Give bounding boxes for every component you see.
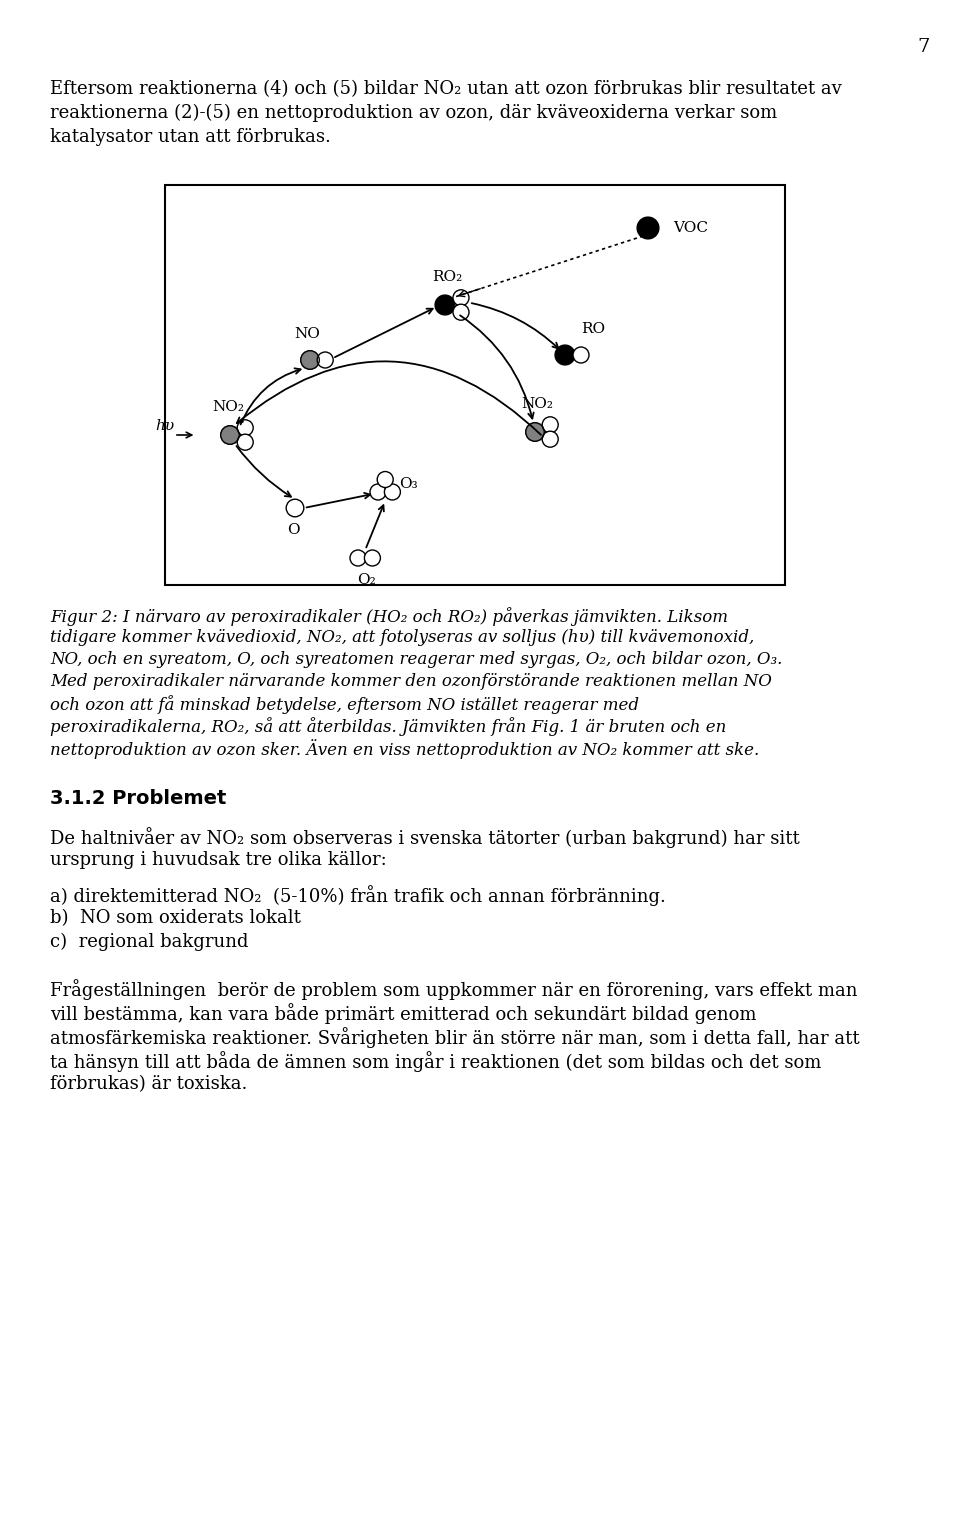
Circle shape [542,416,558,433]
Text: O: O [287,523,300,537]
Circle shape [365,551,380,566]
Text: Figur 2: I närvaro av peroxiradikaler (HO₂ och RO₂) påverkas jämvikten. Liksom: Figur 2: I närvaro av peroxiradikaler (H… [50,607,728,626]
Text: RO₂: RO₂ [432,269,462,284]
Circle shape [237,434,253,451]
Circle shape [435,295,455,315]
Text: O₃: O₃ [398,477,418,492]
Circle shape [300,351,320,369]
Text: NO: NO [294,327,320,340]
Text: Frågeställningen  berör de problem som uppkommer när en förorening, vars effekt : Frågeställningen berör de problem som up… [50,979,857,1000]
Circle shape [221,425,239,445]
Circle shape [350,551,366,566]
Circle shape [637,218,659,239]
Text: O₂: O₂ [356,573,375,587]
Circle shape [384,484,400,499]
Text: ta hänsyn till att båda de ämnen som ingår i reaktionen (det som bildas och det : ta hänsyn till att båda de ämnen som ing… [50,1052,822,1071]
Text: och ozon att få minskad betydelse, eftersom NO istället reagerar med: och ozon att få minskad betydelse, efter… [50,694,639,714]
Circle shape [453,290,469,306]
Text: a) direktemitterad NO₂  (5-10%) från trafik och annan förbränning.: a) direktemitterad NO₂ (5-10%) från traf… [50,885,666,906]
Text: reaktionerna (2)-(5) en nettoproduktion av ozon, där kväveoxiderna verkar som: reaktionerna (2)-(5) en nettoproduktion … [50,104,778,123]
Text: atmosfärkemiska reaktioner. Svårigheten blir än större när man, som i detta fall: atmosfärkemiska reaktioner. Svårigheten … [50,1027,859,1049]
Text: NO₂: NO₂ [212,399,244,415]
Text: c)  regional bakgrund: c) regional bakgrund [50,934,249,952]
Text: tidigare kommer kvävedioxid, NO₂, att fotolyseras av solljus (hυ) till kvävemono: tidigare kommer kvävedioxid, NO₂, att fo… [50,629,755,646]
Circle shape [526,422,544,442]
Circle shape [377,472,394,487]
Text: vill bestämma, kan vara både primärt emitterad och sekundärt bildad genom: vill bestämma, kan vara både primärt emi… [50,1003,756,1024]
Text: ursprung i huvudsak tre olika källor:: ursprung i huvudsak tre olika källor: [50,850,387,868]
Circle shape [317,353,333,368]
Text: hυ: hυ [155,419,174,433]
Text: NO₂: NO₂ [521,396,553,412]
Circle shape [237,419,253,436]
Text: RO: RO [581,322,605,336]
Circle shape [542,431,558,448]
Circle shape [286,499,303,517]
Text: nettoproduktion av ozon sker. Även en viss nettoproduktion av NO₂ kommer att ske: nettoproduktion av ozon sker. Även en vi… [50,738,759,760]
Circle shape [453,304,469,321]
Text: VOC: VOC [673,221,708,235]
Text: Med peroxiradikaler närvarande kommer den ozonförstörande reaktionen mellan NO: Med peroxiradikaler närvarande kommer de… [50,673,772,690]
Circle shape [573,346,589,363]
Text: peroxiradikalerna, RO₂, så att återbildas. Jämvikten från Fig. 1 är bruten och e: peroxiradikalerna, RO₂, så att återbilda… [50,717,727,735]
Text: katalysator utan att förbrukas.: katalysator utan att förbrukas. [50,129,331,145]
Text: b)  NO som oxiderats lokalt: b) NO som oxiderats lokalt [50,909,300,927]
Text: NO, och en syreatom, O, och syreatomen reagerar med syrgas, O₂, och bildar ozon,: NO, och en syreatom, O, och syreatomen r… [50,651,782,669]
Bar [165,185,785,586]
Circle shape [370,484,386,499]
Text: De haltnivåer av NO₂ som observeras i svenska tätorter (urban bakgrund) har sitt: De haltnivåer av NO₂ som observeras i sv… [50,828,800,847]
Circle shape [555,345,575,365]
Text: 7: 7 [918,38,930,56]
Text: Eftersom reaktionerna (4) och (5) bildar NO₂ utan att ozon förbrukas blir result: Eftersom reaktionerna (4) och (5) bildar… [50,80,842,98]
Text: 3.1.2 Problemet: 3.1.2 Problemet [50,788,227,808]
Text: förbrukas) är toxiska.: förbrukas) är toxiska. [50,1076,248,1092]
